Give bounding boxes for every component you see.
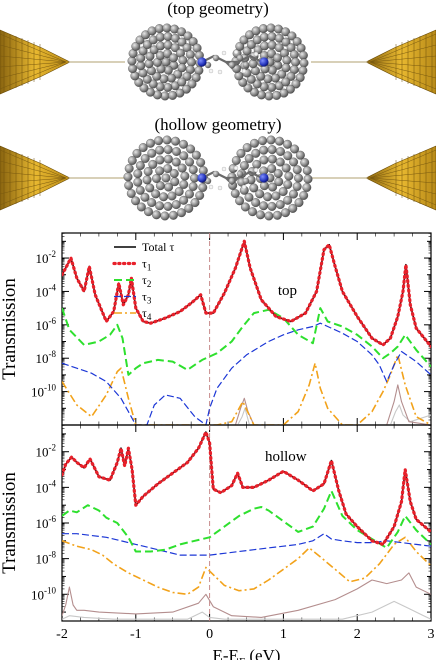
plot-frame [61, 232, 432, 426]
top-geometry-caption: (top geometry) [167, 0, 269, 18]
legend-label-tau3: τ3 [142, 290, 152, 306]
x-tick-label: 0 [206, 627, 213, 642]
series-line-tau3 [62, 322, 431, 425]
gold-electrode-left [0, 29, 71, 95]
series-line-tau1 [62, 430, 431, 546]
y-tick-label: 10-6 [36, 514, 57, 531]
legend-label-total: Total τ [142, 240, 174, 254]
y-tick-label: 10-10 [31, 585, 56, 602]
series-line-tau2 [62, 307, 431, 376]
series-line-extra1 [234, 384, 431, 425]
hollow-geometry-molecule [0, 135, 436, 221]
series-line-tau4 [62, 354, 431, 425]
y-tick-label: 10-2 [36, 249, 57, 266]
fullerene-right [227, 135, 313, 221]
fullerene-left [123, 135, 209, 221]
gold-electrode-left [0, 145, 71, 211]
x-tick-label: -1 [130, 627, 142, 642]
y-tick-label: 10-4 [36, 282, 57, 299]
x-axis-label: E-EF (eV) [213, 646, 281, 660]
legend-label-tau4: τ4 [142, 306, 152, 322]
chart-panel-top: 10-2 10-4 10-6 10-8 10-10 top Transmission Tota… [0, 232, 432, 426]
y-axis-label: Transmission [0, 278, 20, 380]
legend-label-tau1: τ1 [142, 257, 151, 273]
x-tick-label: 1 [280, 627, 287, 642]
series-line-extra2 [62, 600, 431, 620]
y-tick-label: 10-8 [36, 550, 57, 567]
y-tick-label: 10-10 [31, 383, 56, 400]
y-axis-label: Transmission [0, 472, 20, 574]
panel-label: top [278, 283, 297, 299]
fullerene-right [231, 23, 309, 101]
hollow-geometry-caption: (hollow geometry) [155, 115, 282, 134]
panel-label: hollow [265, 449, 307, 465]
chart-panel-hollow: 10-2 10-4 10-6 10-8 10-10 -2 -1 0 1 2 3 hollow Trans… [0, 424, 435, 660]
x-tick-label: 2 [354, 627, 361, 642]
gold-electrode-right [365, 145, 436, 211]
series-group [62, 430, 431, 620]
series-line-tau4 [62, 536, 431, 596]
y-tick-label: 10-8 [36, 349, 57, 366]
top-geometry-molecule [0, 23, 436, 101]
series-group [62, 239, 431, 425]
series-line-extra1 [62, 572, 431, 618]
series-line-extra2 [237, 404, 431, 425]
series-line-tau1 [62, 239, 431, 349]
legend-label-tau2: τ2 [142, 273, 151, 289]
molecular-linker [197, 49, 269, 75]
y-tick-label: 10-2 [36, 443, 57, 460]
y-tick-label: 10-4 [36, 478, 57, 495]
x-tick-label: -2 [56, 627, 68, 642]
series-line-tau3 [62, 533, 431, 556]
y-tick-label: 10-6 [36, 316, 57, 333]
gold-electrode-right [365, 29, 436, 95]
fullerene-left [127, 23, 205, 101]
molecular-linker [197, 165, 269, 191]
x-tick-label: 3 [428, 627, 435, 642]
